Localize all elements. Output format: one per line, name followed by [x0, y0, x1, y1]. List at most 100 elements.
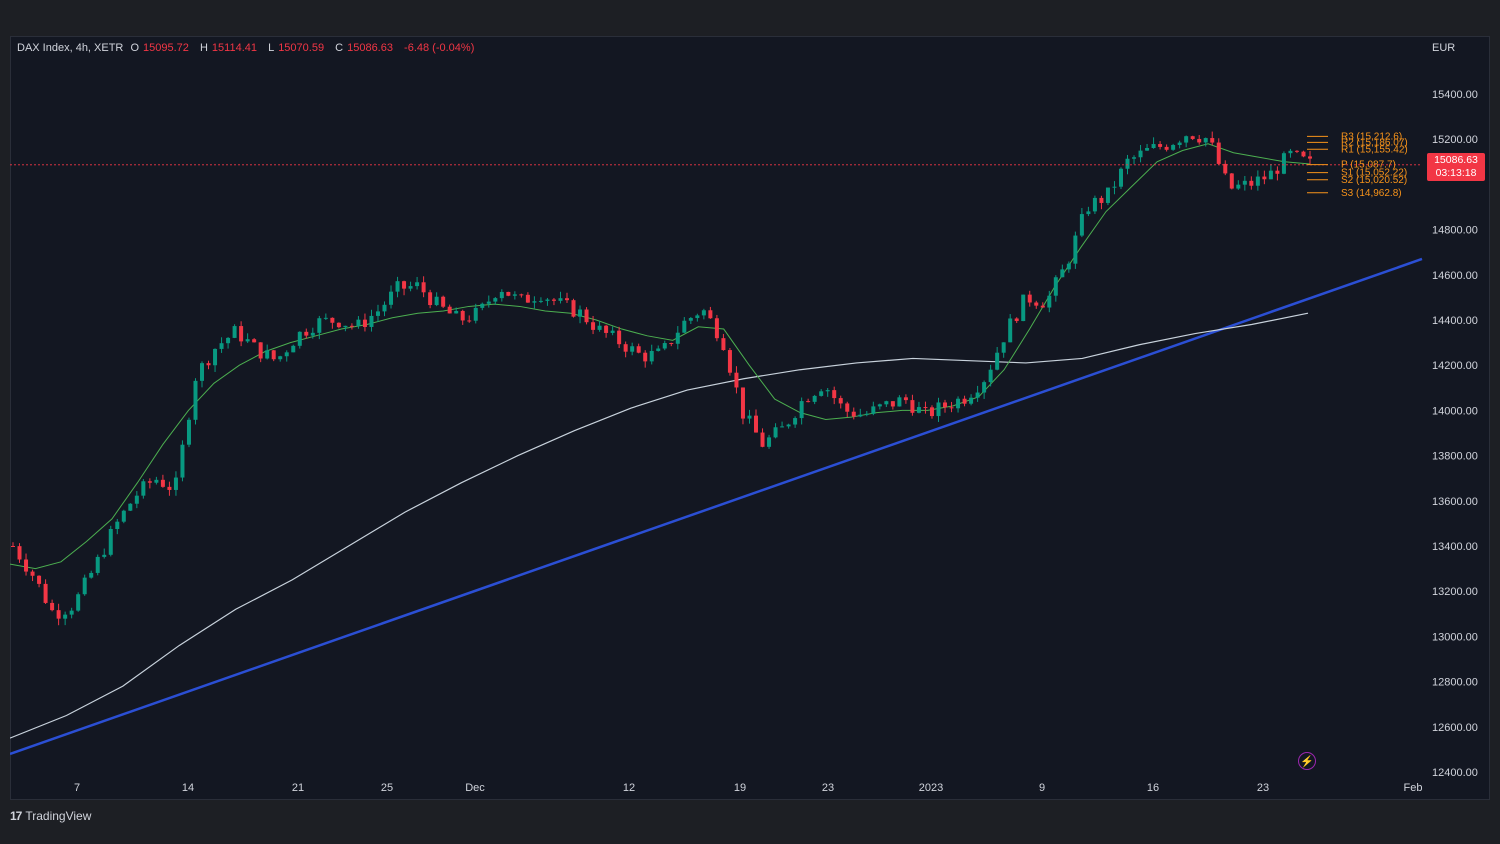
- candle-body: [1138, 150, 1143, 158]
- candle-body: [786, 424, 791, 427]
- candle-body: [1288, 150, 1293, 154]
- candle-body: [284, 352, 289, 357]
- low-value: L 15070.59: [268, 42, 325, 54]
- candle-body: [1040, 305, 1045, 308]
- candle-body: [591, 322, 596, 330]
- price-chart[interactable]: 15400.00 15200.00 14800.00 14600.00 14400.00…: [10, 36, 1490, 800]
- candle-body: [89, 572, 94, 578]
- x-tick-label: 19: [734, 782, 746, 794]
- y-tick-label: 13200.00: [1432, 586, 1478, 598]
- tradingview-footer[interactable]: 17 TradingView: [10, 809, 91, 823]
- currency-label[interactable]: EUR: [1432, 42, 1456, 54]
- candle-body: [493, 298, 498, 302]
- candle-body: [95, 556, 100, 573]
- candle-body: [1105, 187, 1110, 203]
- candle-body: [617, 330, 622, 345]
- candle-body: [1177, 142, 1182, 146]
- bar-countdown: 03:13:18: [1435, 167, 1477, 179]
- candle-body: [382, 304, 387, 312]
- lightning-icon[interactable]: ⚡: [1298, 752, 1316, 770]
- candle-body: [754, 415, 759, 433]
- candle-body: [858, 414, 863, 417]
- x-tick-label: Feb: [1404, 782, 1423, 794]
- candle-body: [304, 331, 309, 336]
- candle-body: [1255, 176, 1260, 186]
- pivot-label: R1 (15,155.42): [1341, 144, 1408, 155]
- candle-body: [467, 320, 472, 322]
- candle-body: [714, 318, 719, 339]
- candle-body: [929, 407, 934, 417]
- candle-body: [1268, 170, 1273, 180]
- candle-body: [297, 331, 302, 346]
- candle-body: [662, 343, 667, 349]
- candle-body: [1210, 138, 1215, 143]
- candle-body: [460, 310, 465, 321]
- candle-body: [656, 348, 661, 351]
- candle-body: [551, 299, 556, 301]
- candle-body: [538, 300, 543, 302]
- candle-body: [767, 437, 772, 447]
- symbol-title[interactable]: DAX Index, 4h, XETR: [17, 42, 124, 54]
- candle-body: [1249, 180, 1254, 186]
- tradingview-brand: TradingView: [25, 809, 92, 823]
- open-value: O 15095.72: [130, 42, 189, 54]
- candle-body: [147, 481, 152, 483]
- candle-body: [688, 318, 693, 321]
- candle-body: [1236, 184, 1241, 189]
- ema-line: [10, 143, 1311, 570]
- x-tick-label: 21: [292, 782, 304, 794]
- candle-body: [121, 510, 126, 522]
- candle-body: [343, 325, 348, 328]
- y-tick-label: 13400.00: [1432, 541, 1478, 553]
- trendline: [10, 257, 1423, 756]
- candle-body: [1008, 318, 1013, 343]
- pivot-label: S3 (14,962.8): [1341, 188, 1402, 199]
- candle-body: [819, 391, 824, 396]
- candle-body: [969, 397, 974, 404]
- x-tick-label: 25: [381, 782, 393, 794]
- candle-body: [356, 319, 361, 326]
- candle-body: [669, 343, 674, 345]
- candle-body: [884, 401, 889, 405]
- candle-body: [838, 398, 843, 404]
- candle-body: [1118, 168, 1123, 187]
- close-value: C 15086.63: [335, 42, 393, 54]
- candle-body: [897, 397, 902, 407]
- candle-body: [597, 325, 602, 330]
- candle-body: [1262, 176, 1267, 180]
- candle-body: [1073, 235, 1078, 264]
- candle-body: [232, 326, 237, 338]
- candle-body: [1086, 211, 1091, 215]
- candle-body: [102, 554, 107, 557]
- candle-body: [936, 402, 941, 417]
- candle-body: [1281, 153, 1286, 174]
- candle-body: [740, 387, 745, 419]
- candle-body: [903, 397, 908, 401]
- candle-body: [923, 407, 928, 409]
- y-tick-label: 12400.00: [1432, 767, 1478, 779]
- candle-body: [1151, 144, 1156, 149]
- candle-body: [421, 282, 426, 293]
- candle-body: [525, 294, 530, 303]
- candle-body: [558, 298, 563, 301]
- candle-body: [76, 594, 81, 611]
- candle-body: [799, 401, 804, 419]
- candle-body: [17, 546, 22, 560]
- candle-body: [760, 432, 765, 447]
- candle-body: [962, 398, 967, 404]
- candle-body: [623, 344, 628, 352]
- candle-body: [226, 337, 231, 344]
- y-tick-label: 14800.00: [1432, 225, 1478, 237]
- candle-body: [682, 320, 687, 333]
- candle-body: [1112, 186, 1117, 188]
- candle-body: [975, 392, 980, 398]
- candle-body: [1092, 197, 1097, 212]
- candle-body: [982, 382, 987, 393]
- candle-body: [167, 486, 172, 490]
- candle-body: [1125, 158, 1130, 169]
- candle-body: [11, 546, 15, 547]
- candle-body: [832, 390, 837, 399]
- x-tick-label: 9: [1039, 782, 1045, 794]
- candle-body: [584, 309, 589, 323]
- candle-body: [128, 503, 133, 511]
